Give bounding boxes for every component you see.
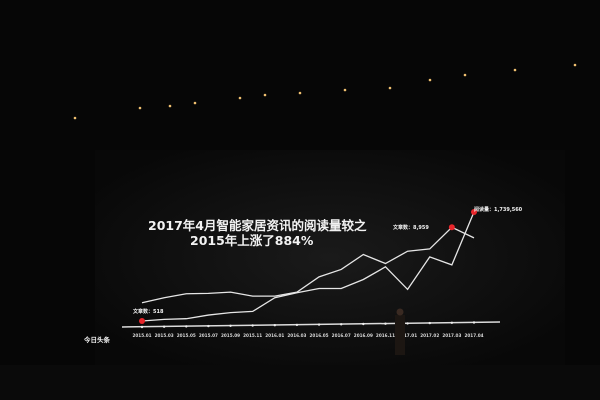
x-tick	[362, 322, 365, 326]
x-tick-label: 2016.01	[265, 333, 284, 338]
x-axis	[121, 321, 501, 328]
logo: 今日头条	[84, 335, 111, 344]
x-tick	[450, 321, 454, 324]
annotation-start: 文章数：518	[133, 308, 164, 315]
x-tick-label: 2015.11	[243, 333, 262, 338]
stage-light	[263, 93, 267, 97]
stage-light	[238, 96, 242, 100]
highlight-point	[448, 224, 455, 231]
stage-light	[573, 63, 577, 67]
x-tick-label: 2016.09	[354, 333, 373, 338]
x-tick	[207, 324, 210, 328]
stage-light	[168, 104, 172, 108]
start-point	[139, 317, 145, 324]
slide-title-line2: 2015年上涨了884%	[190, 233, 314, 248]
series-line-1	[141, 211, 475, 322]
projection-screen	[95, 150, 565, 365]
x-tick-label: 2016.07	[332, 333, 351, 338]
stage-light	[428, 78, 432, 82]
highlight-point	[471, 209, 477, 215]
x-tick	[428, 321, 431, 325]
presenter	[395, 315, 405, 355]
x-tick-label: 2016.05	[310, 333, 329, 338]
stage-lights	[73, 63, 577, 120]
x-tick-label: 2015.09	[221, 333, 240, 338]
annotation-articles: 文章数：8,959	[393, 224, 429, 231]
stage-light	[298, 91, 302, 95]
x-tick	[295, 323, 299, 327]
x-tick	[273, 324, 276, 327]
x-tick-label: 2015.05	[177, 333, 196, 338]
x-tick	[229, 324, 232, 327]
stage-light	[73, 116, 77, 120]
x-tick	[406, 322, 409, 325]
stage-light	[138, 106, 142, 110]
stage-light	[388, 86, 392, 90]
x-tick-label: 2017.03	[442, 333, 461, 338]
x-tick-label: 2017.01	[398, 333, 417, 338]
x-tick	[340, 323, 343, 326]
x-tick-label: 2017.04	[464, 333, 483, 338]
annotation-reads: 阅读量：1,739,560	[474, 206, 523, 213]
x-tick	[251, 324, 254, 327]
x-tick	[472, 321, 476, 324]
stage-light	[193, 101, 197, 105]
x-tick-label: 2017.02	[420, 333, 439, 338]
x-tick	[140, 325, 144, 329]
x-tick	[317, 323, 321, 326]
x-tick-label: 2015.07	[199, 333, 218, 338]
presenter-head	[396, 308, 404, 316]
stage-light	[513, 68, 517, 72]
slide-title-line1: 2017年4月智能家居资讯的阅读量较之	[148, 218, 367, 233]
stage-floor	[0, 365, 600, 400]
x-tick-label: 2016.11	[376, 333, 395, 338]
stage-light	[463, 73, 467, 77]
x-tick-label: 2015.03	[155, 333, 174, 338]
x-tick	[162, 325, 166, 328]
logo-subtext: ·	[86, 339, 88, 345]
x-tick-label: 2015.01	[132, 333, 151, 338]
stage-light	[343, 88, 347, 92]
x-tick	[384, 322, 387, 325]
series-line-0	[141, 226, 475, 304]
x-tick	[185, 325, 188, 328]
x-tick-label: 2016.03	[287, 333, 306, 338]
